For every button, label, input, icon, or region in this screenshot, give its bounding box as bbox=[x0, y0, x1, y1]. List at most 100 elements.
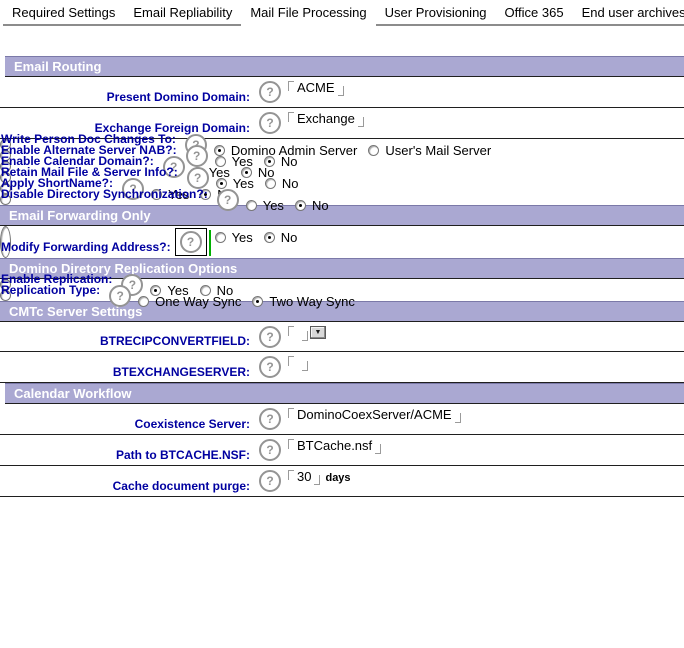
radio-option-no[interactable]: No bbox=[264, 176, 299, 191]
editable-field[interactable] bbox=[288, 325, 308, 341]
radio-button-icon[interactable] bbox=[264, 178, 276, 189]
form-row-present-domino-domain: Present Domino Domain:? ACME bbox=[0, 77, 684, 108]
field-end-bracket-icon bbox=[357, 117, 364, 127]
field-start-bracket-icon bbox=[288, 326, 294, 336]
field-label-text: Enable Calendar Domain?: bbox=[1, 154, 154, 168]
field-value: BTCache.nsf bbox=[297, 438, 373, 453]
section-header-cmtc-server-settings: CMTc Server Settings bbox=[0, 301, 684, 322]
help-icon[interactable]: ? bbox=[185, 144, 208, 167]
help-icon[interactable]: ? bbox=[162, 155, 185, 178]
field-end-bracket-icon bbox=[302, 331, 308, 341]
radio-option-yes[interactable]: Yes bbox=[151, 187, 189, 202]
radio-button-icon[interactable] bbox=[245, 200, 257, 211]
field-control: Yes No bbox=[215, 173, 310, 191]
help-icon[interactable]: ? bbox=[179, 231, 202, 253]
radio-label: No bbox=[311, 198, 329, 213]
field-control: Yes No bbox=[245, 195, 340, 213]
tab-mail-file-processing[interactable]: Mail File Processing bbox=[250, 5, 367, 20]
radio-button-icon[interactable] bbox=[368, 145, 380, 156]
radio-button-icon[interactable] bbox=[214, 156, 226, 167]
field-label: Apply ShortName?: bbox=[1, 176, 115, 193]
field-end-bracket-icon bbox=[337, 86, 344, 96]
radio-label: Yes bbox=[262, 198, 284, 213]
help-icon[interactable]: ? bbox=[259, 356, 281, 378]
editable-field[interactable]: ACME bbox=[288, 80, 344, 96]
field-label-text: BTRECIPCONVERTFIELD: bbox=[100, 334, 250, 348]
focused-help-icon-box: ? bbox=[174, 228, 207, 256]
radio-button-icon[interactable] bbox=[200, 189, 212, 200]
field-label-text: Retain Mail File & Server Info?: bbox=[1, 165, 178, 179]
radio-button-icon[interactable] bbox=[240, 167, 252, 178]
radio-button-icon[interactable] bbox=[213, 145, 225, 156]
radio-label: Two Way Sync bbox=[269, 294, 355, 309]
help-icon[interactable]: ? bbox=[122, 177, 145, 200]
radio-button-icon[interactable] bbox=[263, 156, 275, 167]
radio-option-no[interactable]: No bbox=[240, 165, 275, 180]
radio-option-yes[interactable]: Yes bbox=[214, 154, 253, 169]
help-icon[interactable]: ? bbox=[259, 112, 281, 134]
radio-button-icon[interactable] bbox=[151, 189, 163, 200]
help-icon[interactable]: ? bbox=[259, 325, 281, 348]
help-icon[interactable]: ? bbox=[259, 470, 281, 492]
help-icon[interactable]: ? bbox=[216, 188, 239, 211]
field-label: Write Person Doc Changes To: bbox=[1, 132, 178, 149]
radio-button-icon[interactable] bbox=[214, 232, 226, 243]
radio-button-icon[interactable] bbox=[294, 200, 306, 211]
field-control bbox=[288, 352, 684, 382]
radio-option-no[interactable]: No bbox=[263, 230, 298, 245]
radio-option-yes[interactable]: Yes bbox=[215, 176, 254, 191]
radio-option-yes[interactable]: Yes bbox=[214, 230, 253, 245]
radio-button-icon[interactable] bbox=[252, 296, 264, 307]
radio-label: Yes bbox=[232, 176, 254, 191]
help-icon-cell: ? bbox=[180, 166, 216, 189]
help-icon[interactable]: ? bbox=[186, 166, 209, 189]
radio-option-yes[interactable]: Yes bbox=[150, 283, 189, 298]
help-icon-cell: ? bbox=[210, 188, 246, 211]
editable-field[interactable]: DominoCoexServer/ACME bbox=[288, 407, 461, 423]
radio-option-one-way-sync[interactable]: One Way Sync bbox=[138, 294, 241, 309]
radio-option-yes[interactable]: Yes bbox=[245, 198, 284, 213]
radio-label: Yes bbox=[231, 154, 253, 169]
tab-required-settings[interactable]: Required Settings bbox=[3, 0, 125, 26]
text-caret bbox=[208, 230, 211, 256]
radio-button-icon[interactable] bbox=[263, 232, 275, 243]
help-icon[interactable]: ? bbox=[259, 81, 281, 103]
field-control: 30 days bbox=[288, 466, 684, 496]
editable-field[interactable] bbox=[288, 355, 308, 371]
tab-email-repliability[interactable]: Email Repliability bbox=[124, 0, 242, 26]
section-title: CMTc Server Settings bbox=[9, 304, 143, 319]
tab-user-provisioning[interactable]: User Provisioning bbox=[375, 0, 496, 26]
field-label: BTEXCHANGESERVER: bbox=[0, 352, 252, 382]
help-icon-cell: ? bbox=[252, 404, 288, 434]
field-label-text: Write Person Doc Changes To: bbox=[1, 132, 176, 146]
radio-button-icon[interactable] bbox=[199, 285, 211, 296]
dropdown-button[interactable]: ▼ bbox=[310, 326, 326, 339]
radio-option-no[interactable]: No bbox=[294, 198, 329, 213]
editable-field[interactable]: Exchange bbox=[288, 111, 364, 127]
field-end-bracket-icon bbox=[375, 444, 382, 454]
help-icon-cell: ? bbox=[173, 227, 209, 257]
radio-option-no[interactable]: No bbox=[263, 154, 298, 169]
radio-option-user-s-mail-server[interactable]: User's Mail Server bbox=[368, 143, 491, 158]
help-icon[interactable]: ? bbox=[259, 439, 281, 461]
editable-field[interactable]: BTCache.nsf bbox=[288, 438, 382, 454]
tab-office-365[interactable]: Office 365 bbox=[495, 0, 573, 26]
radio-option-no[interactable]: No bbox=[199, 283, 233, 298]
radio-button-icon[interactable] bbox=[150, 285, 162, 296]
settings-form: Email Routing Present Domino Domain:? ACME… bbox=[0, 56, 684, 497]
radio-option-two-way-sync[interactable]: Two Way Sync bbox=[252, 294, 355, 309]
editable-field[interactable]: 30 bbox=[288, 469, 321, 485]
radio-option-domino-admin-server[interactable]: Domino Admin Server bbox=[213, 143, 357, 158]
radio-button-icon[interactable] bbox=[138, 296, 150, 307]
help-icon[interactable]: ? bbox=[259, 408, 281, 430]
help-icon[interactable]: ? bbox=[109, 284, 132, 307]
tab-end-user-archives[interactable]: End user archives bbox=[572, 0, 684, 26]
radio-label: No bbox=[280, 154, 298, 169]
section-header-email-forwarding-only: Email Forwarding Only bbox=[0, 205, 684, 226]
radio-button-icon[interactable] bbox=[215, 178, 227, 189]
field-label-text: BTEXCHANGESERVER: bbox=[112, 365, 250, 379]
help-icon-cell: ? bbox=[252, 435, 288, 465]
radio-label: No bbox=[280, 230, 298, 245]
field-label: Present Domino Domain: bbox=[0, 77, 252, 107]
